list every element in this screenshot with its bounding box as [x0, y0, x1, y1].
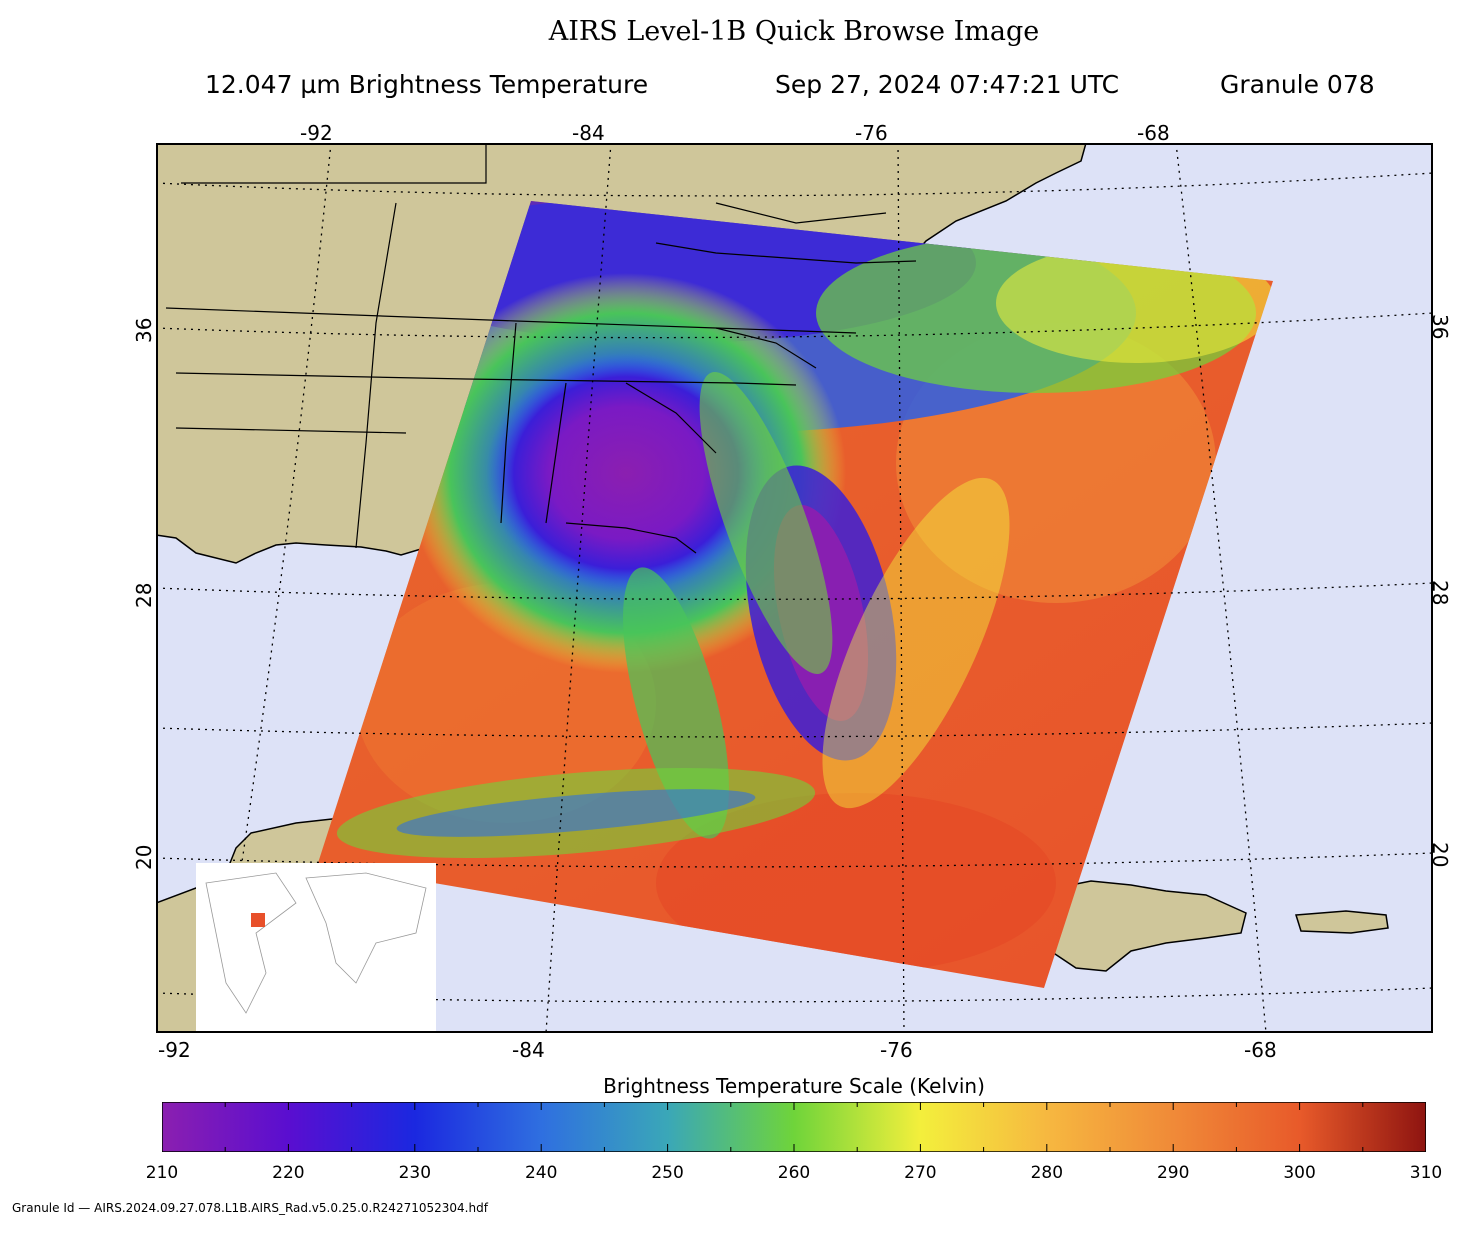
political-borders [165, 143, 917, 554]
colorbar-tick-label: 260 [777, 1163, 811, 1183]
colorbar [162, 1102, 1426, 1152]
colorbar-tick-label: 290 [1156, 1163, 1190, 1183]
lon-tick-bottom: -68 [1244, 1038, 1277, 1062]
lat-tick-left: 20 [132, 844, 156, 870]
colorbar-tick-label: 240 [524, 1163, 558, 1183]
colorbar-title: Brightness Temperature Scale (Kelvin) [603, 1074, 985, 1098]
granule-id: Granule Id — AIRS.2024.09.27.078.L1B.AIR… [12, 1201, 488, 1215]
inset-location-marker [251, 913, 265, 927]
granule-label: Granule 078 [1220, 70, 1375, 99]
inset-world-map [196, 863, 436, 1033]
lon-tick-bottom: -92 [158, 1038, 191, 1062]
colorbar-tick-label: 210 [145, 1163, 179, 1183]
colorbar-tick-label: 310 [1409, 1163, 1443, 1183]
lon-tick-top: -92 [300, 121, 333, 145]
colorbar-tick-label: 220 [272, 1163, 305, 1183]
colorbar-tick-label: 250 [651, 1163, 684, 1183]
lon-tick-top: -84 [572, 121, 605, 145]
lon-tick-top: -68 [1137, 121, 1170, 145]
channel-label: 12.047 µm Brightness Temperature [205, 70, 649, 99]
datetime-label: Sep 27, 2024 07:47:21 UTC [775, 70, 1120, 99]
colorbar-tick-label: 300 [1283, 1163, 1316, 1183]
colorbar-tick-label: 270 [904, 1163, 937, 1183]
lon-tick-top: -76 [855, 121, 888, 145]
lat-tick-left: 28 [132, 582, 156, 608]
land-puerto-rico [1295, 910, 1389, 934]
image-title: AIRS Level-1B Quick Browse Image [548, 16, 1040, 47]
lon-tick-bottom: -84 [512, 1038, 545, 1062]
map-border [156, 143, 1433, 1033]
colorbar-tick-label: 280 [1030, 1163, 1064, 1183]
colorbar-tick-label: 230 [398, 1163, 432, 1183]
lon-tick-bottom: -76 [880, 1038, 913, 1062]
map-panel [156, 143, 1433, 1033]
map-svg [156, 143, 1433, 1033]
lat-tick-left: 36 [132, 317, 156, 343]
